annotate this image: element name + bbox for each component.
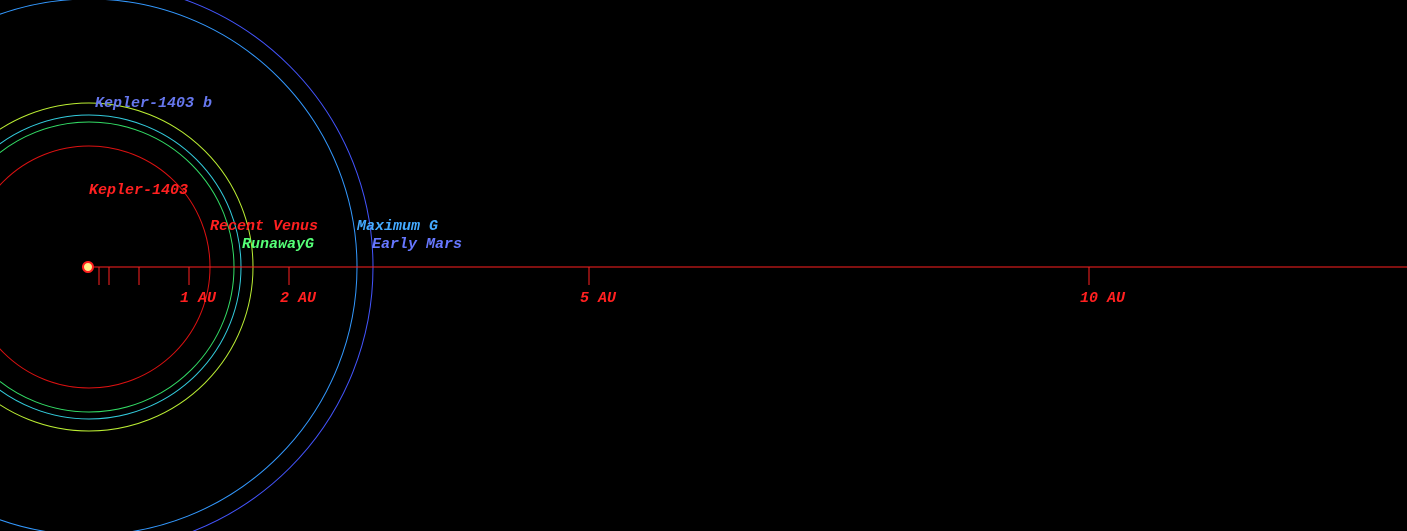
- tick-label: 5 AU: [580, 290, 617, 307]
- tick-label: 10 AU: [1080, 290, 1126, 307]
- orbit-label: RunawayG: [242, 236, 314, 253]
- orbit-label: Early Mars: [372, 236, 462, 253]
- orbit: [184, 0, 374, 531]
- orbit-label: Recent Venus: [210, 218, 318, 235]
- star-label: Kepler-1403: [89, 182, 188, 199]
- orbit-label: Kepler-1403 b: [95, 95, 212, 112]
- orbit-label: Maximum G: [356, 218, 438, 235]
- star: [82, 261, 94, 273]
- tick-label: 2 AU: [280, 290, 317, 307]
- orbit: [0, 0, 358, 531]
- tick-label: 1 AU: [180, 290, 217, 307]
